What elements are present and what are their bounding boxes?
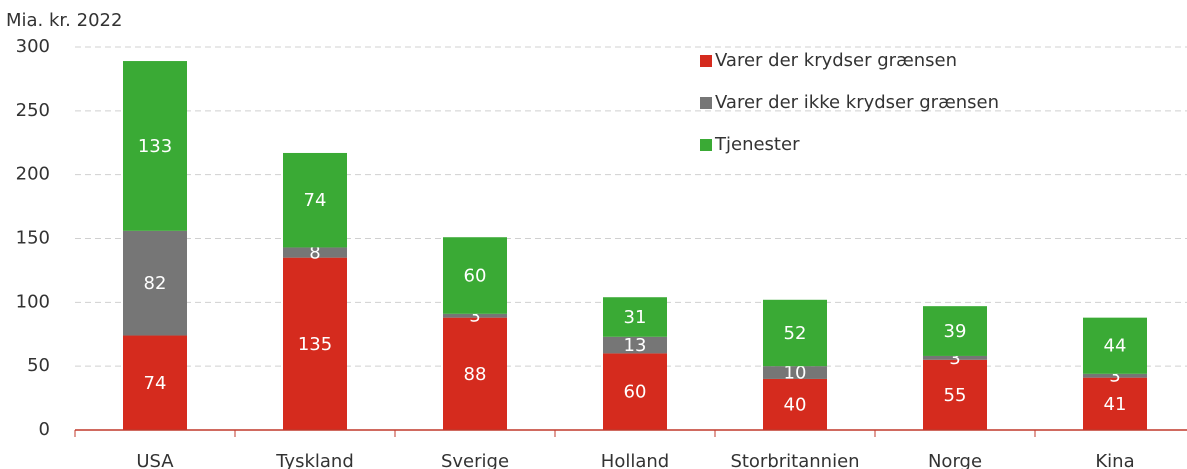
bar-segment — [923, 355, 987, 360]
data-label: 13 — [624, 335, 647, 356]
bar-segment — [923, 306, 987, 356]
bar-segment — [763, 378, 827, 430]
y-tick-label: 150 — [16, 228, 50, 249]
data-label: 3 — [469, 306, 480, 327]
bar-segment — [283, 247, 347, 258]
bar-segment — [1083, 317, 1147, 374]
data-label: 74 — [144, 373, 167, 394]
legend-label: Varer der ikke krydser grænsen — [715, 92, 999, 113]
bar-segment — [923, 359, 987, 430]
bar-segment — [123, 61, 187, 231]
data-label: 60 — [464, 266, 487, 287]
data-label: 31 — [624, 307, 647, 328]
bar-segment — [763, 366, 827, 379]
data-label: 8 — [309, 243, 320, 264]
x-tick-label: Kina — [1095, 451, 1134, 469]
data-label: 3 — [1109, 366, 1120, 387]
x-tick-label: Tyskland — [275, 451, 354, 469]
data-label: 3 — [949, 348, 960, 369]
y-tick-label: 100 — [16, 291, 50, 312]
legend-label: Tjenester — [714, 134, 800, 155]
x-tick-label: Storbritannien — [730, 451, 859, 469]
bar-segment — [123, 335, 187, 430]
y-axis-label: Mia. kr. 2022 — [6, 10, 122, 31]
x-tick-label: USA — [136, 451, 174, 469]
data-label: 88 — [464, 364, 487, 385]
bar-segment — [763, 299, 827, 367]
bar-segment — [1083, 377, 1147, 430]
legend-swatch — [700, 55, 712, 67]
bar-segment — [283, 152, 347, 248]
data-label: 44 — [1104, 336, 1127, 357]
data-label: 135 — [298, 334, 332, 355]
bar-segment — [443, 317, 507, 430]
bar-segment — [443, 237, 507, 314]
data-label: 82 — [144, 273, 167, 294]
data-label: 60 — [624, 382, 647, 403]
data-label: 41 — [1104, 394, 1127, 415]
data-label: 52 — [784, 323, 807, 344]
bar-segment — [603, 353, 667, 430]
bar-segment — [1083, 373, 1147, 378]
x-tick-label: Sverige — [441, 451, 509, 469]
bar-segment — [443, 313, 507, 318]
data-label: 39 — [944, 321, 967, 342]
x-tick-label: Holland — [601, 451, 669, 469]
y-tick-label: 200 — [16, 164, 50, 185]
bar-segment — [123, 230, 187, 336]
bar-segment — [283, 257, 347, 430]
y-tick-label: 0 — [39, 419, 50, 440]
legend-label: Varer der krydser grænsen — [715, 50, 957, 71]
x-tick-label: Norge — [928, 451, 982, 469]
data-label: 10 — [784, 363, 807, 384]
data-label: 133 — [138, 136, 172, 157]
data-label: 74 — [304, 190, 327, 211]
y-tick-label: 50 — [27, 355, 50, 376]
y-tick-label: 300 — [16, 36, 50, 57]
data-label: 40 — [784, 394, 807, 415]
y-tick-label: 250 — [16, 100, 50, 121]
legend-swatch — [700, 139, 712, 151]
bar-segment — [603, 297, 667, 337]
data-label: 55 — [944, 385, 967, 406]
bar-segment — [603, 336, 667, 354]
legend-swatch — [700, 97, 712, 109]
